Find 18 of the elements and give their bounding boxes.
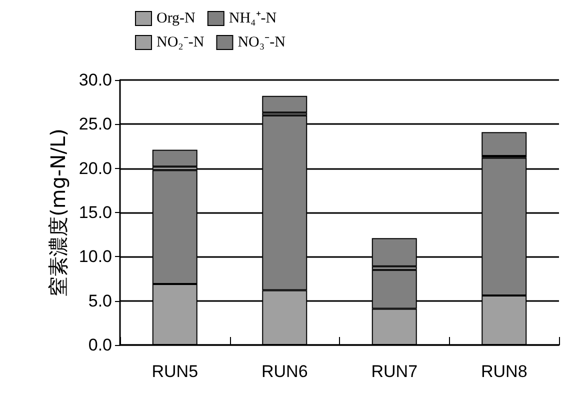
y-tick-label: 15.0 <box>78 203 112 222</box>
y-tick-label: 10.0 <box>78 247 112 266</box>
legend-label: NO₃⁻-N <box>238 34 286 50</box>
x-tick-label: RUN5 <box>152 362 198 381</box>
y-tick-label: 5.0 <box>88 291 112 310</box>
x-tick-label: RUN8 <box>480 362 528 381</box>
bar <box>152 150 198 167</box>
y-tick-label: 20.0 <box>78 158 112 178</box>
x-tick-label: RUN6 <box>261 362 308 381</box>
y-tick-label: 30.0 <box>78 70 112 90</box>
legend-label: NH₄⁺-N <box>228 10 277 26</box>
legend-label: Org-N <box>156 10 196 26</box>
y-axis-title: 窒素濃度(mg-N/L) <box>46 128 70 296</box>
y-tick-label: 0.0 <box>88 336 112 354</box>
legend-label: NO₂⁻-N <box>156 34 204 50</box>
bar <box>262 96 308 113</box>
x-tick-label: RUN7 <box>371 362 418 381</box>
y-tick-label: 25.0 <box>78 114 112 134</box>
